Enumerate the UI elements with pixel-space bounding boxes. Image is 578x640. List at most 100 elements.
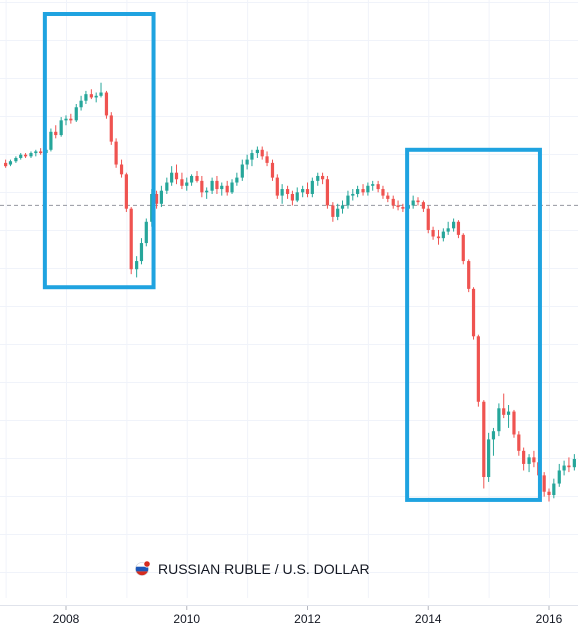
candle-body	[477, 336, 480, 401]
candle-up	[29, 151, 32, 158]
candle-body	[396, 205, 399, 207]
candle-body	[412, 201, 415, 206]
candle-body	[19, 155, 22, 158]
candle-body	[110, 115, 113, 141]
candle-body	[120, 165, 123, 175]
candle-up	[220, 183, 223, 196]
candle-up	[497, 403, 500, 436]
candle-body	[276, 178, 279, 196]
candle-down	[522, 448, 525, 471]
candle-body	[200, 181, 203, 192]
candle-up	[84, 91, 87, 104]
candle-body	[69, 119, 72, 121]
candle-up	[447, 222, 450, 235]
candle-down	[467, 259, 470, 292]
candle-up	[34, 150, 37, 157]
candle-body	[371, 184, 374, 186]
candle-body	[573, 459, 576, 467]
candle-down	[567, 457, 570, 472]
candle-body	[381, 189, 384, 196]
candle-down	[115, 138, 118, 167]
candle-body	[241, 165, 244, 178]
candle-body	[356, 189, 359, 194]
candle-body	[49, 132, 52, 150]
candle-down	[326, 176, 329, 209]
candle-body	[226, 186, 229, 193]
candle-down	[175, 165, 178, 185]
candle-body	[99, 93, 102, 96]
candle-body	[517, 434, 520, 450]
candle-down	[90, 89, 93, 99]
candle-down	[381, 186, 384, 199]
candle-down	[462, 233, 465, 264]
candle-body	[482, 402, 485, 477]
candle-down	[396, 201, 399, 211]
candle-body	[235, 178, 238, 183]
candle-body	[140, 243, 143, 261]
candle-up	[346, 191, 349, 209]
candle-body	[392, 199, 395, 206]
candle-body	[286, 189, 289, 194]
candle-down	[502, 394, 505, 419]
candle-body	[54, 132, 57, 135]
candle-body	[452, 222, 455, 229]
candle-down	[472, 287, 475, 339]
russia-flag-icon	[135, 561, 150, 576]
x-tick-label: 2010	[173, 612, 200, 626]
candle-body	[422, 202, 425, 209]
candle-down	[377, 181, 380, 192]
candle-down	[437, 230, 440, 245]
candle-up	[301, 186, 304, 197]
candle-down	[110, 112, 113, 145]
candle-body	[321, 176, 324, 179]
candle-down	[226, 181, 229, 196]
candle-body	[507, 412, 510, 415]
candle-body	[562, 466, 565, 471]
candle-body	[64, 119, 67, 121]
candle-body	[497, 408, 500, 431]
candle-body	[326, 179, 329, 205]
candle-body	[416, 201, 419, 203]
candle-down	[276, 174, 279, 199]
candle-body	[552, 484, 555, 495]
candle-body	[39, 151, 42, 153]
candle-body	[205, 191, 208, 193]
candle-down	[261, 147, 264, 160]
candle-up	[75, 104, 78, 122]
candle-up	[95, 93, 98, 103]
candle-body	[261, 150, 264, 157]
candle-down	[547, 488, 550, 501]
candle-body	[427, 209, 430, 230]
candle-down	[517, 431, 520, 456]
candle-body	[457, 222, 460, 235]
candle-up	[296, 187, 299, 202]
candle-up	[366, 183, 369, 196]
candle-body	[271, 163, 274, 178]
candle-up	[9, 160, 12, 167]
candle-body	[311, 181, 314, 194]
candle-down	[120, 160, 123, 178]
candle-body	[431, 230, 434, 237]
candle-up	[135, 256, 138, 277]
candle-body	[301, 189, 304, 192]
highlight-box-1	[45, 14, 154, 287]
candle-up	[49, 129, 52, 152]
candle-body	[165, 183, 168, 191]
candle-up	[316, 173, 319, 186]
candle-body	[316, 176, 319, 181]
candle-up	[341, 201, 344, 214]
candle-down	[265, 151, 268, 166]
candle-body	[265, 156, 268, 163]
candle-down	[512, 410, 515, 438]
candle-up	[79, 96, 82, 111]
candle-body	[361, 189, 364, 192]
candle-body	[105, 93, 108, 116]
candle-body	[211, 181, 214, 191]
highlight-boxes	[45, 14, 540, 500]
candle-body	[95, 96, 98, 98]
candle-body	[296, 192, 299, 200]
candle-up	[558, 464, 561, 487]
candle-down	[271, 160, 274, 181]
candle-down	[215, 176, 218, 194]
candle-down	[422, 201, 425, 212]
